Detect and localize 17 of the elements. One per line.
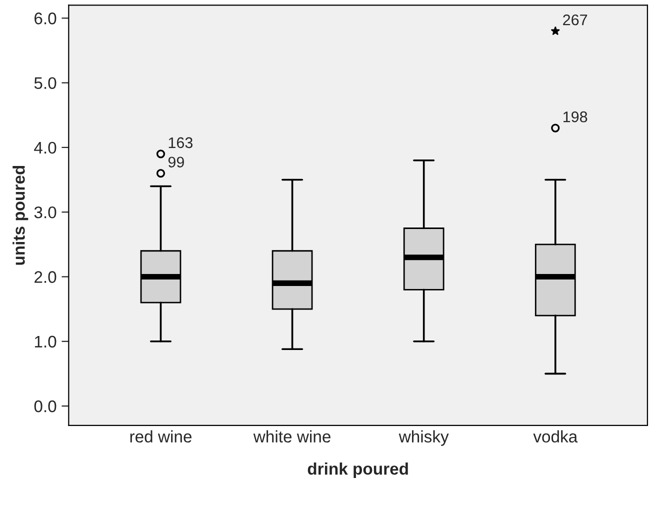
x-axis-title: drink poured bbox=[308, 462, 408, 478]
x-tick-label: white wine bbox=[253, 430, 330, 443]
y-tick-label: 1.0 bbox=[34, 336, 56, 348]
x-tick-label: vodka bbox=[533, 430, 578, 443]
y-tick-label: 2.0 bbox=[34, 271, 56, 283]
annotation: 99 bbox=[168, 156, 184, 168]
x-tick-label: red wine bbox=[130, 430, 192, 443]
y-tick-label: 0.0 bbox=[34, 400, 56, 412]
annotation: 163 bbox=[168, 137, 193, 148]
y-tick-label: 3.0 bbox=[34, 206, 56, 218]
y-tick-label: 4.0 bbox=[34, 142, 56, 154]
y-tick-label: 5.0 bbox=[34, 77, 56, 89]
y-axis-title: units poured bbox=[12, 166, 28, 265]
annotation: 267 bbox=[563, 14, 588, 26]
annotation: 198 bbox=[563, 111, 588, 122]
y-tick-label: 6.0 bbox=[34, 12, 56, 24]
x-tick-label: whisky bbox=[398, 430, 449, 446]
